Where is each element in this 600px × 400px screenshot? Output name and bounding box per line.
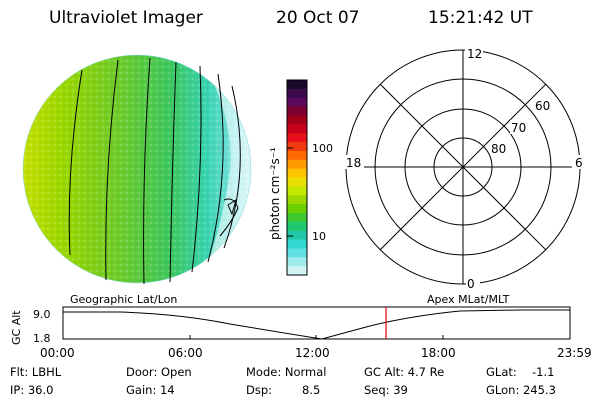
colorbar-band [287, 80, 307, 90]
time-label: 15:21:42 UT [428, 8, 533, 28]
status-glat-label: GLat: [486, 365, 517, 379]
status-gc-alt: GC Alt: 4.7 Re [364, 365, 445, 379]
status-glon: GLon: 245.3 [486, 383, 556, 397]
timeline-left-label: Geographic Lat/Lon [70, 293, 177, 306]
colorbar-band [287, 106, 307, 117]
colorbar-band [287, 159, 307, 170]
colorbar-unit-label: photon cm⁻²s⁻¹ [268, 147, 282, 240]
timeline-frame [62, 306, 571, 340]
altitude-curve [63, 309, 570, 340]
mlt-label-6: 6 [575, 156, 583, 170]
timeline-xtick-1200: 12:00 [295, 346, 330, 360]
mlt-label-12: 12 [467, 47, 482, 61]
colorbar-band [287, 204, 307, 214]
timeline-ytick-bottom: 1.8 [33, 332, 51, 345]
colorbar-band [287, 177, 307, 187]
colorbar-tick-100: 100 [312, 142, 333, 155]
colorbar-band [287, 239, 307, 250]
timeline-xtick-0000: 00:00 [40, 346, 75, 360]
mlt-label-18: 18 [346, 156, 361, 170]
status-ip: IP: 36.0 [10, 383, 54, 397]
colorbar-band [287, 257, 307, 267]
colorbar-band [287, 133, 307, 143]
status-mode: Mode: Normal [246, 365, 327, 379]
timeline-right-label: Apex MLat/MLT [427, 293, 510, 306]
colorbar-band [287, 168, 307, 179]
mlt-label-0: 0 [467, 277, 475, 291]
colorbar-band [287, 230, 307, 241]
colorbar-band [287, 248, 307, 258]
colorbar-band [287, 212, 307, 223]
timeline-xtick-1800: 18:00 [421, 346, 456, 360]
status-gain: Gain: 14 [126, 383, 175, 397]
colorbar-band [287, 115, 307, 125]
colorbar-band [287, 142, 307, 152]
colorbar-band [287, 88, 307, 99]
timeline-ytick-top: 9.0 [33, 308, 51, 321]
colorbar-band [287, 221, 307, 232]
lat-label-80: 80 [491, 142, 506, 156]
status-glat-value: -1.1 [532, 365, 555, 379]
status-dsp-label: Dsp: [246, 383, 273, 397]
status-seq: Seq: 39 [364, 383, 408, 397]
status-filter: Flt: LBHL [10, 365, 62, 379]
colorbar-tick-10: 10 [312, 230, 326, 243]
timeline-xtick-0600: 06:00 [168, 346, 203, 360]
status-dsp-value: 8.5 [302, 383, 321, 397]
date-label: 20 Oct 07 [276, 8, 360, 28]
colorbar-band [287, 266, 307, 276]
colorbar-band [287, 195, 307, 205]
colorbar-band [287, 124, 307, 134]
timeline-xtick-2359: 23:59 [557, 346, 592, 360]
instrument-title: Ultraviolet Imager [49, 8, 203, 28]
colorbar-band [287, 97, 307, 108]
timeline-axis-title: GC Alt [10, 310, 23, 345]
lat-label-70: 70 [511, 121, 526, 135]
colorbar-band [287, 186, 307, 196]
lat-label-60: 60 [535, 99, 550, 113]
colorbar-band [287, 150, 307, 161]
geographic-grid-lines [68, 57, 241, 285]
status-door: Door: Open [126, 365, 192, 379]
